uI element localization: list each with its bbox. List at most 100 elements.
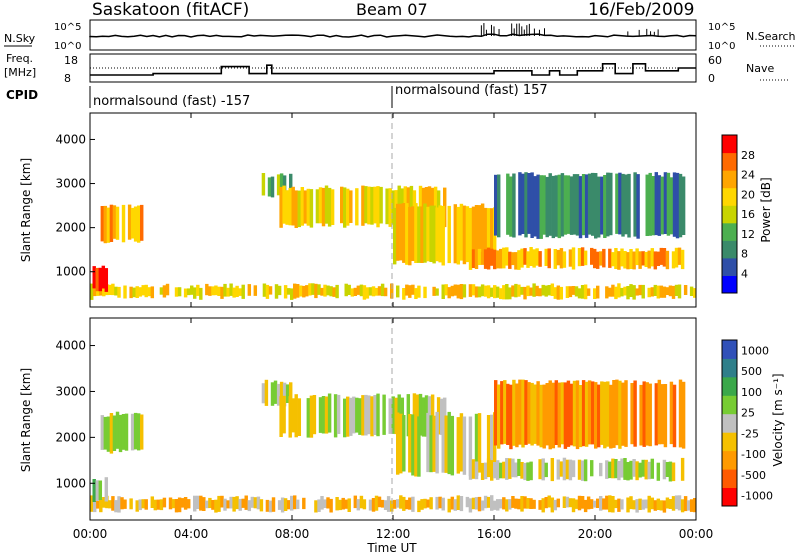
- power-cell: [444, 284, 448, 296]
- power-cell: [645, 174, 649, 236]
- power-cell: [364, 186, 368, 224]
- power-cell: [554, 175, 559, 237]
- power-colorbar-swatch: [722, 170, 737, 189]
- velocity-cell: [361, 395, 365, 436]
- power-cell: [417, 285, 421, 298]
- velocity-cell: [609, 384, 613, 449]
- power-cell: [557, 174, 562, 239]
- power-cell: [276, 174, 281, 196]
- velocity-colorbar-swatch: [722, 469, 737, 488]
- power-cell: [502, 285, 506, 300]
- power-cell: [666, 172, 671, 236]
- power-cell: [174, 287, 179, 297]
- power-cell: [486, 208, 491, 262]
- velocity-cell: [562, 496, 567, 508]
- power-cell: [362, 285, 367, 300]
- velocity-cell: [571, 498, 576, 513]
- power-cell: [414, 203, 418, 263]
- power-cell: [474, 286, 479, 298]
- power-cell: [689, 286, 694, 296]
- velocity-cell: [584, 381, 589, 447]
- velocity-cell: [611, 496, 615, 513]
- power-cell: [279, 173, 284, 196]
- velocity-cell: [569, 383, 574, 446]
- velocity-cell: [542, 384, 546, 449]
- velocity-cell: [98, 480, 103, 500]
- velocity-colorbar-swatch: [722, 376, 737, 396]
- velocity-cell: [261, 383, 266, 404]
- velocity-cell: [693, 498, 697, 513]
- power-cell: [647, 250, 651, 269]
- velocity-cell: [117, 496, 121, 513]
- power-ytick-label: 2000: [55, 221, 86, 235]
- power-cell: [317, 284, 321, 295]
- power-colorbar-swatch: [722, 205, 737, 224]
- power-cell: [518, 172, 522, 236]
- power-cell: [453, 204, 458, 264]
- nsearch-tick-top: 10^5: [708, 22, 735, 33]
- velocity-cell: [512, 379, 516, 446]
- power-cell: [574, 286, 579, 297]
- velocity-cell: [629, 460, 633, 480]
- velocity-cell: [208, 497, 212, 509]
- power-cell: [282, 185, 286, 224]
- velocity-cell: [468, 416, 473, 477]
- velocity-cell: [100, 415, 105, 450]
- velocity-cell: [135, 500, 139, 512]
- velocity-cell: [137, 413, 141, 451]
- power-cell: [347, 284, 351, 295]
- velocity-cell: [447, 498, 451, 513]
- velocity-cell: [349, 397, 353, 436]
- velocity-cell: [550, 458, 555, 482]
- velocity-cell: [633, 380, 637, 447]
- velocity-cell: [517, 458, 521, 476]
- power-cell: [544, 248, 548, 266]
- power-cell: [565, 286, 570, 298]
- velocity-cell: [414, 413, 418, 477]
- power-cell: [529, 287, 533, 296]
- power-cell: [137, 205, 141, 243]
- power-cell: [95, 267, 100, 292]
- power-cell: [606, 172, 610, 237]
- power-cell: [288, 187, 292, 226]
- power-cell: [117, 286, 121, 298]
- velocity-cell: [663, 384, 668, 448]
- power-cell: [435, 207, 439, 262]
- velocity-cell: [541, 498, 545, 513]
- velocity-cell: [641, 499, 645, 510]
- power-colorbar-tick: 20: [741, 188, 755, 201]
- power-cell: [615, 173, 619, 234]
- power-cell: [447, 287, 451, 299]
- power-cell: [133, 206, 138, 242]
- velocity-cell: [656, 462, 661, 481]
- velocity-cell: [511, 496, 515, 508]
- velocity-cell: [572, 380, 577, 447]
- velocity-cell: [583, 499, 588, 513]
- velocity-cell: [376, 393, 380, 437]
- velocity-cell: [644, 459, 648, 480]
- velocity-cell: [338, 499, 342, 511]
- power-cell: [262, 283, 267, 297]
- power-cell: [196, 284, 200, 296]
- power-cell: [193, 287, 197, 299]
- power-cell: [93, 285, 97, 297]
- beam-title: Beam 07: [356, 0, 428, 19]
- power-cell: [427, 186, 432, 225]
- velocity-cell: [526, 498, 530, 509]
- velocity-cell: [575, 380, 580, 450]
- velocity-cell: [383, 500, 388, 510]
- power-cell: [559, 248, 564, 269]
- velocity-cell: [496, 460, 500, 480]
- velocity-colorbar-tick: -1000: [741, 490, 773, 503]
- velocity-cell: [533, 384, 537, 444]
- power-cell: [162, 285, 167, 298]
- velocity-cell: [490, 460, 494, 481]
- velocity-cell: [681, 381, 686, 449]
- velocity-cell: [247, 500, 252, 512]
- power-cell: [483, 285, 488, 297]
- velocity-cell: [118, 414, 123, 453]
- power-cell: [356, 285, 361, 295]
- power-cell: [423, 203, 427, 263]
- power-cell: [683, 285, 688, 295]
- power-cell: [511, 252, 515, 266]
